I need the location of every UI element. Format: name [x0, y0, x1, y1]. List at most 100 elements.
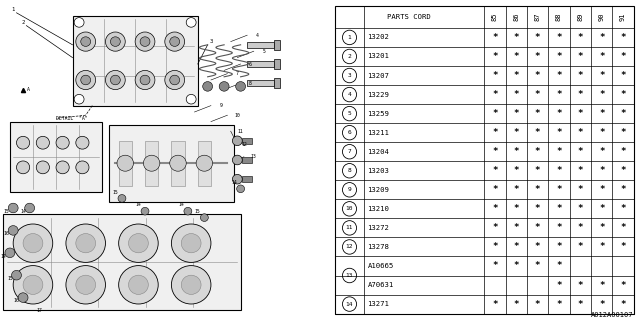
Text: *: *	[620, 223, 626, 232]
Text: 2: 2	[22, 20, 25, 25]
Text: *: *	[535, 166, 540, 175]
Circle shape	[17, 136, 29, 149]
Bar	[243, 157, 252, 163]
Text: A: A	[27, 87, 29, 92]
Text: *: *	[620, 128, 626, 137]
Circle shape	[140, 75, 150, 85]
Text: *: *	[513, 147, 519, 156]
Text: *: *	[578, 109, 583, 118]
Text: *: *	[599, 52, 604, 61]
Text: *: *	[556, 223, 562, 232]
Text: 12: 12	[346, 244, 353, 249]
Bar	[243, 138, 252, 144]
Text: *: *	[492, 109, 497, 118]
Text: *: *	[492, 261, 497, 270]
Text: *: *	[513, 243, 519, 252]
Text: 87: 87	[534, 13, 541, 21]
Text: 3: 3	[209, 39, 212, 44]
Bar	[273, 78, 280, 88]
Text: *: *	[535, 261, 540, 270]
Text: *: *	[556, 147, 562, 156]
Text: *: *	[578, 90, 583, 99]
Text: *: *	[556, 243, 562, 252]
Text: *: *	[599, 90, 604, 99]
Text: *: *	[492, 147, 497, 156]
Text: 14: 14	[1, 253, 6, 259]
Text: 6: 6	[249, 61, 252, 67]
Text: 13211: 13211	[367, 130, 389, 136]
Circle shape	[66, 266, 106, 304]
Text: 14: 14	[136, 202, 141, 207]
Text: *: *	[620, 300, 626, 308]
Text: 90: 90	[598, 13, 605, 21]
Text: *: *	[513, 90, 519, 99]
Text: *: *	[578, 243, 583, 252]
Text: *: *	[513, 33, 519, 42]
Circle shape	[165, 32, 184, 51]
Text: *: *	[578, 71, 583, 80]
Bar	[3, 214, 241, 310]
Text: *: *	[535, 128, 540, 137]
Circle shape	[5, 248, 15, 258]
Text: *: *	[599, 166, 604, 175]
Circle shape	[200, 214, 208, 221]
Circle shape	[36, 161, 49, 174]
Text: 7: 7	[236, 71, 239, 76]
Circle shape	[219, 82, 229, 91]
Circle shape	[76, 161, 89, 174]
Text: 86: 86	[513, 13, 519, 21]
Circle shape	[170, 155, 186, 171]
Circle shape	[76, 136, 89, 149]
Text: *: *	[620, 166, 626, 175]
Text: 1: 1	[348, 35, 351, 40]
Text: *: *	[556, 33, 562, 42]
Text: 7: 7	[348, 149, 351, 154]
Text: *: *	[599, 33, 604, 42]
Text: *: *	[513, 128, 519, 137]
Circle shape	[135, 32, 155, 51]
Circle shape	[143, 155, 160, 171]
Bar	[247, 42, 273, 48]
Text: 91: 91	[620, 13, 626, 21]
Text: A012A00107: A012A00107	[591, 312, 634, 318]
Text: *: *	[599, 204, 604, 213]
Text: *: *	[578, 128, 583, 137]
Text: *: *	[599, 147, 604, 156]
Circle shape	[117, 155, 134, 171]
Text: 13: 13	[251, 154, 257, 159]
Text: *: *	[513, 166, 519, 175]
Text: *: *	[578, 185, 583, 194]
Bar	[10, 122, 102, 192]
Circle shape	[56, 161, 69, 174]
Text: 1: 1	[12, 7, 15, 12]
Text: *: *	[535, 147, 540, 156]
Text: *: *	[599, 185, 604, 194]
Text: *: *	[556, 109, 562, 118]
Circle shape	[170, 75, 180, 85]
Text: *: *	[535, 204, 540, 213]
Circle shape	[170, 37, 180, 46]
Circle shape	[129, 275, 148, 294]
Text: *: *	[620, 185, 626, 194]
Text: 5: 5	[262, 49, 265, 54]
Text: 2: 2	[348, 54, 351, 59]
Text: 15: 15	[7, 276, 13, 281]
Circle shape	[25, 203, 35, 213]
Text: *: *	[620, 109, 626, 118]
Text: 13271: 13271	[367, 301, 389, 307]
Circle shape	[172, 266, 211, 304]
Circle shape	[23, 234, 43, 253]
Text: *: *	[578, 147, 583, 156]
Text: *: *	[578, 223, 583, 232]
Text: *: *	[620, 33, 626, 42]
Circle shape	[186, 18, 196, 27]
Text: 6: 6	[348, 130, 351, 135]
Circle shape	[8, 226, 18, 235]
Text: *: *	[556, 204, 562, 213]
Text: *: *	[556, 128, 562, 137]
Bar	[118, 141, 132, 186]
Text: 10: 10	[346, 206, 353, 211]
Circle shape	[181, 234, 201, 253]
Circle shape	[129, 234, 148, 253]
Text: *: *	[535, 243, 540, 252]
